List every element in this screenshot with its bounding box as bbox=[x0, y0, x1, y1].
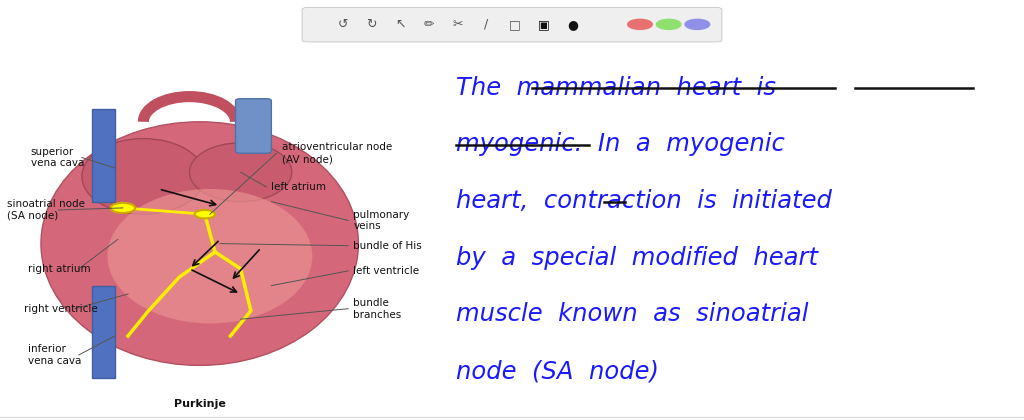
Circle shape bbox=[195, 210, 215, 218]
FancyBboxPatch shape bbox=[236, 99, 271, 153]
Circle shape bbox=[685, 19, 710, 29]
Ellipse shape bbox=[41, 122, 358, 365]
Text: muscle  known  as  sinoatrial: muscle known as sinoatrial bbox=[456, 302, 808, 326]
Text: heart,  contraction  is  initiated: heart, contraction is initiated bbox=[456, 189, 831, 213]
FancyBboxPatch shape bbox=[302, 8, 722, 42]
Text: inferior
vena cava: inferior vena cava bbox=[28, 344, 81, 366]
Text: Purkinje: Purkinje bbox=[174, 399, 225, 409]
FancyBboxPatch shape bbox=[92, 286, 115, 378]
Text: left atrium: left atrium bbox=[271, 182, 327, 192]
Text: myogenic.  In  a  myogenic: myogenic. In a myogenic bbox=[456, 132, 784, 156]
Text: by  a  special  modified  heart: by a special modified heart bbox=[456, 246, 818, 270]
Text: □: □ bbox=[509, 18, 521, 31]
Circle shape bbox=[656, 19, 681, 29]
Text: right atrium: right atrium bbox=[28, 264, 90, 274]
Text: ✏: ✏ bbox=[424, 18, 434, 31]
Text: atrioventricular node
(AV node): atrioventricular node (AV node) bbox=[282, 142, 392, 164]
Ellipse shape bbox=[108, 189, 312, 323]
Text: pulmonary
veins: pulmonary veins bbox=[353, 210, 410, 231]
Text: bundle of His: bundle of His bbox=[353, 241, 422, 251]
Text: ↺: ↺ bbox=[338, 18, 348, 31]
Text: superior
vena cava: superior vena cava bbox=[31, 147, 84, 168]
Circle shape bbox=[628, 19, 652, 29]
Ellipse shape bbox=[189, 143, 292, 202]
Text: right ventricle: right ventricle bbox=[24, 304, 97, 314]
Text: /: / bbox=[484, 18, 488, 31]
Text: node  (SA  node): node (SA node) bbox=[456, 359, 658, 383]
Text: ↖: ↖ bbox=[395, 18, 406, 31]
Text: ↻: ↻ bbox=[367, 18, 377, 31]
Text: ✂: ✂ bbox=[453, 18, 463, 31]
Text: bundle
branches: bundle branches bbox=[353, 298, 401, 320]
Ellipse shape bbox=[82, 139, 205, 214]
Text: The  mammalian  heart  is: The mammalian heart is bbox=[456, 76, 776, 100]
Text: ●: ● bbox=[567, 18, 578, 31]
Text: left ventricle: left ventricle bbox=[353, 266, 420, 276]
Circle shape bbox=[111, 203, 135, 213]
Text: sinoatrial node
(SA node): sinoatrial node (SA node) bbox=[7, 199, 85, 221]
FancyBboxPatch shape bbox=[92, 109, 115, 202]
Text: ▣: ▣ bbox=[538, 18, 550, 31]
